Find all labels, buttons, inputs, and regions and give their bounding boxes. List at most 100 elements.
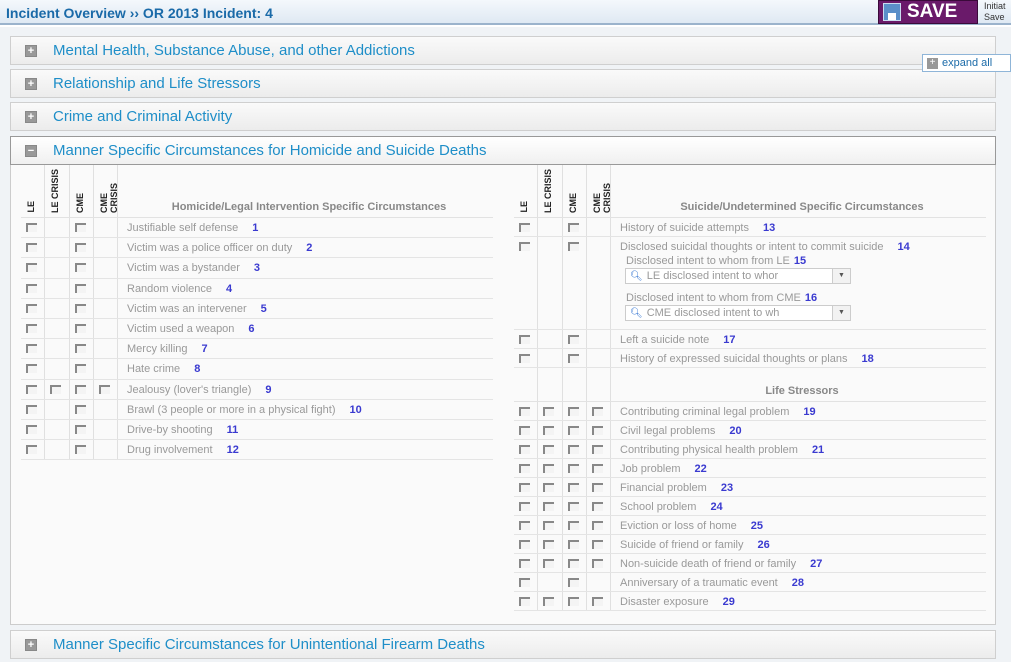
chevron-down-icon[interactable]: ▼: [832, 269, 850, 283]
checkbox-cme-crisis[interactable]: [592, 502, 603, 511]
checkbox-le[interactable]: [519, 502, 530, 511]
checkbox-cme-crisis[interactable]: [592, 597, 603, 606]
checkbox-le[interactable]: [26, 223, 37, 232]
checkbox-cme[interactable]: [568, 464, 579, 473]
checkbox-cme-crisis[interactable]: [592, 483, 603, 492]
checkbox-le-crisis[interactable]: [543, 502, 554, 511]
checkbox-cme[interactable]: [568, 559, 579, 568]
checkbox-cme[interactable]: [568, 426, 579, 435]
checkbox-le[interactable]: [519, 483, 530, 492]
checkbox-cme[interactable]: [568, 502, 579, 511]
checkbox-le[interactable]: [26, 303, 37, 313]
checkbox-cme[interactable]: [75, 344, 86, 354]
checkbox-le-crisis[interactable]: [543, 407, 554, 416]
checkbox-le[interactable]: [26, 344, 37, 354]
checkbox-le[interactable]: [519, 445, 530, 454]
checkbox-le[interactable]: [519, 242, 530, 251]
checkbox-le-crisis[interactable]: [543, 445, 554, 454]
checkbox-cme-crisis[interactable]: [592, 540, 603, 549]
checkbox-le-crisis[interactable]: [543, 521, 554, 530]
checkbox-le[interactable]: [26, 364, 37, 374]
checkbox-le-crisis[interactable]: [543, 464, 554, 473]
checkbox-le-crisis[interactable]: [543, 426, 554, 435]
panel-crime[interactable]: + Crime and Criminal Activity: [10, 102, 996, 131]
disclosed-intent-combobox[interactable]: 🔍︎ LE disclosed intent to whor ▼: [625, 268, 851, 284]
checkbox-le[interactable]: [519, 578, 530, 587]
checkbox-cme[interactable]: [75, 445, 86, 455]
column-header: CME CRISIS: [592, 182, 612, 213]
checkbox-le[interactable]: [519, 426, 530, 435]
checkbox-cme[interactable]: [568, 597, 579, 606]
breadcrumb[interactable]: Incident Overview ›› OR 2013 Incident: 4: [6, 5, 273, 21]
checkbox-cme-crisis[interactable]: [592, 445, 603, 454]
checkbox-cme-crisis[interactable]: [592, 426, 603, 435]
checkbox-le[interactable]: [519, 223, 530, 232]
checkbox-le-crisis[interactable]: [50, 384, 61, 394]
checkbox-cme[interactable]: [568, 242, 579, 251]
checkbox-cme[interactable]: [568, 407, 579, 416]
checkbox-cme[interactable]: [75, 223, 86, 232]
panel-homicide-suicide[interactable]: − Manner Specific Circumstances for Homic…: [10, 136, 996, 165]
checkbox-le[interactable]: [519, 597, 530, 606]
checkbox-le-crisis[interactable]: [543, 540, 554, 549]
column-divider: [537, 165, 538, 217]
save-button[interactable]: SAVE: [878, 0, 978, 24]
checkbox-le[interactable]: [26, 243, 37, 253]
checkbox-cme[interactable]: [75, 404, 86, 414]
checkbox-cme-crisis[interactable]: [99, 384, 110, 394]
question-number: 29: [722, 596, 735, 608]
column-divider: [117, 440, 118, 460]
checkbox-cme[interactable]: [75, 303, 86, 313]
checkbox-le[interactable]: [519, 559, 530, 568]
checkbox-cme[interactable]: [75, 364, 86, 374]
chevron-down-icon[interactable]: ▼: [832, 306, 850, 320]
checkbox-le[interactable]: [519, 464, 530, 473]
question-number: 4: [226, 282, 233, 295]
checkbox-cme-crisis[interactable]: [592, 559, 603, 568]
checkbox-cme[interactable]: [75, 243, 86, 253]
checkbox-le[interactable]: [519, 354, 530, 363]
panel-unintentional-firearm[interactable]: + Manner Specific Circumstances for Unint…: [10, 630, 996, 659]
checkbox-le-crisis[interactable]: [543, 483, 554, 492]
checkbox-le[interactable]: [519, 521, 530, 530]
panel-relationship-stressors[interactable]: + Relationship and Life Stressors: [10, 69, 996, 98]
checkbox-cme[interactable]: [75, 263, 86, 273]
expand-all-button[interactable]: + expand all: [922, 54, 1011, 72]
checkbox-le[interactable]: [519, 335, 530, 344]
checkbox-cme[interactable]: [568, 445, 579, 454]
checkbox-cme[interactable]: [568, 483, 579, 492]
checkbox-le[interactable]: [519, 540, 530, 549]
checkbox-le[interactable]: [26, 384, 37, 394]
checkbox-cme-crisis[interactable]: [592, 464, 603, 473]
row-label: History of expressed suicidal thoughts o…: [620, 353, 874, 365]
checkbox-le[interactable]: [26, 424, 37, 434]
section-heading: Life Stressors: [765, 385, 839, 397]
checkbox-le-crisis[interactable]: [543, 597, 554, 606]
checkbox-cme[interactable]: [568, 578, 579, 587]
checkbox-cme[interactable]: [568, 335, 579, 344]
checkbox-le[interactable]: [519, 407, 530, 416]
checkbox-le[interactable]: [26, 283, 37, 293]
checkbox-le[interactable]: [26, 263, 37, 273]
question-number: 27: [810, 558, 823, 570]
checkbox-cme[interactable]: [75, 283, 86, 293]
column-divider: [562, 497, 563, 515]
checkbox-le[interactable]: [26, 323, 37, 333]
checkbox-le-crisis[interactable]: [543, 559, 554, 568]
checkbox-cme[interactable]: [568, 521, 579, 530]
checkbox-cme[interactable]: [568, 540, 579, 549]
homicide-table: LE LE CRISIS CME CME CRISIS Homicide/Legal I…: [21, 165, 493, 461]
checkbox-cme[interactable]: [568, 223, 579, 232]
checkbox-cme[interactable]: [75, 384, 86, 394]
checkbox-cme-crisis[interactable]: [592, 521, 603, 530]
disclosed-intent-combobox[interactable]: 🔍︎ CME disclosed intent to wh ▼: [625, 305, 851, 321]
checkbox-cme[interactable]: [75, 424, 86, 434]
checkbox-le[interactable]: [26, 445, 37, 455]
column-divider: [586, 402, 587, 420]
checkbox-le[interactable]: [26, 404, 37, 414]
checkbox-cme-crisis[interactable]: [592, 407, 603, 416]
checkbox-cme[interactable]: [568, 354, 579, 363]
panel-mental-health[interactable]: + Mental Health, Substance Abuse, and oth…: [10, 36, 996, 65]
checkbox-cme[interactable]: [75, 323, 86, 333]
table-row: Victim was a police officer on duty 2: [21, 238, 493, 259]
